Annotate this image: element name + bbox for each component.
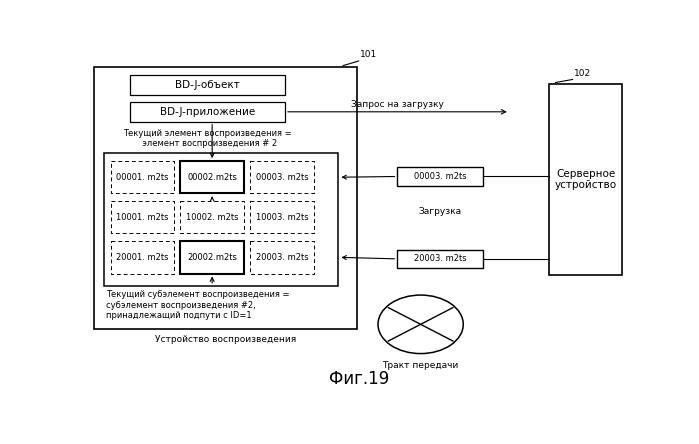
Text: 10001. m2ts: 10001. m2ts [116, 213, 168, 222]
Text: 102: 102 [574, 69, 591, 78]
Text: Устройство воспроизведения: Устройство воспроизведения [154, 335, 296, 344]
Bar [397, 167, 482, 186]
Text: Серверное
устройство: Серверное устройство [554, 169, 617, 190]
Text: 00003. m2ts: 00003. m2ts [256, 173, 308, 182]
Text: 20002.m2ts: 20002.m2ts [187, 253, 237, 262]
Bar [250, 161, 314, 194]
Text: 00002.m2ts: 00002.m2ts [187, 173, 237, 182]
Bar [110, 201, 174, 234]
Bar [180, 241, 244, 274]
Text: BD-J-объект: BD-J-объект [175, 80, 240, 90]
Text: Текущий субэлемент воспроизведения =
субэлемент воспроизведения #2,
принадлежащи: Текущий субэлемент воспроизведения = суб… [106, 290, 289, 320]
Text: 10003. m2ts: 10003. m2ts [256, 213, 308, 222]
Bar [130, 102, 285, 122]
Text: 20003. m2ts: 20003. m2ts [414, 254, 466, 263]
Bar [397, 250, 482, 268]
Bar [250, 241, 314, 274]
Text: 10002. m2ts: 10002. m2ts [186, 213, 238, 222]
Text: Текущий элемент воспроизведения =
  элемент воспроизведения # 2: Текущий элемент воспроизведения = элемен… [123, 129, 291, 148]
Bar [110, 241, 174, 274]
Bar [180, 161, 244, 194]
Text: BD-J-приложение: BD-J-приложение [160, 107, 255, 117]
Text: Фиг.19: Фиг.19 [329, 370, 389, 388]
Bar [180, 161, 244, 194]
Bar [104, 153, 338, 286]
Bar [110, 161, 174, 194]
Text: Запрос на загрузку: Запрос на загрузку [351, 100, 444, 109]
Text: Загрузка: Загрузка [419, 206, 461, 216]
Text: 20003. m2ts: 20003. m2ts [256, 253, 308, 262]
Bar [250, 201, 314, 234]
Bar [130, 75, 285, 95]
Text: 101: 101 [360, 51, 377, 59]
Bar [180, 241, 244, 274]
Text: 00003. m2ts: 00003. m2ts [414, 172, 466, 181]
Text: Тракт передачи: Тракт передачи [382, 361, 459, 370]
Bar [180, 201, 244, 234]
Text: 00001. m2ts: 00001. m2ts [116, 173, 168, 182]
Bar [94, 67, 357, 329]
Text: 20001. m2ts: 20001. m2ts [116, 253, 168, 262]
Bar [549, 84, 622, 275]
